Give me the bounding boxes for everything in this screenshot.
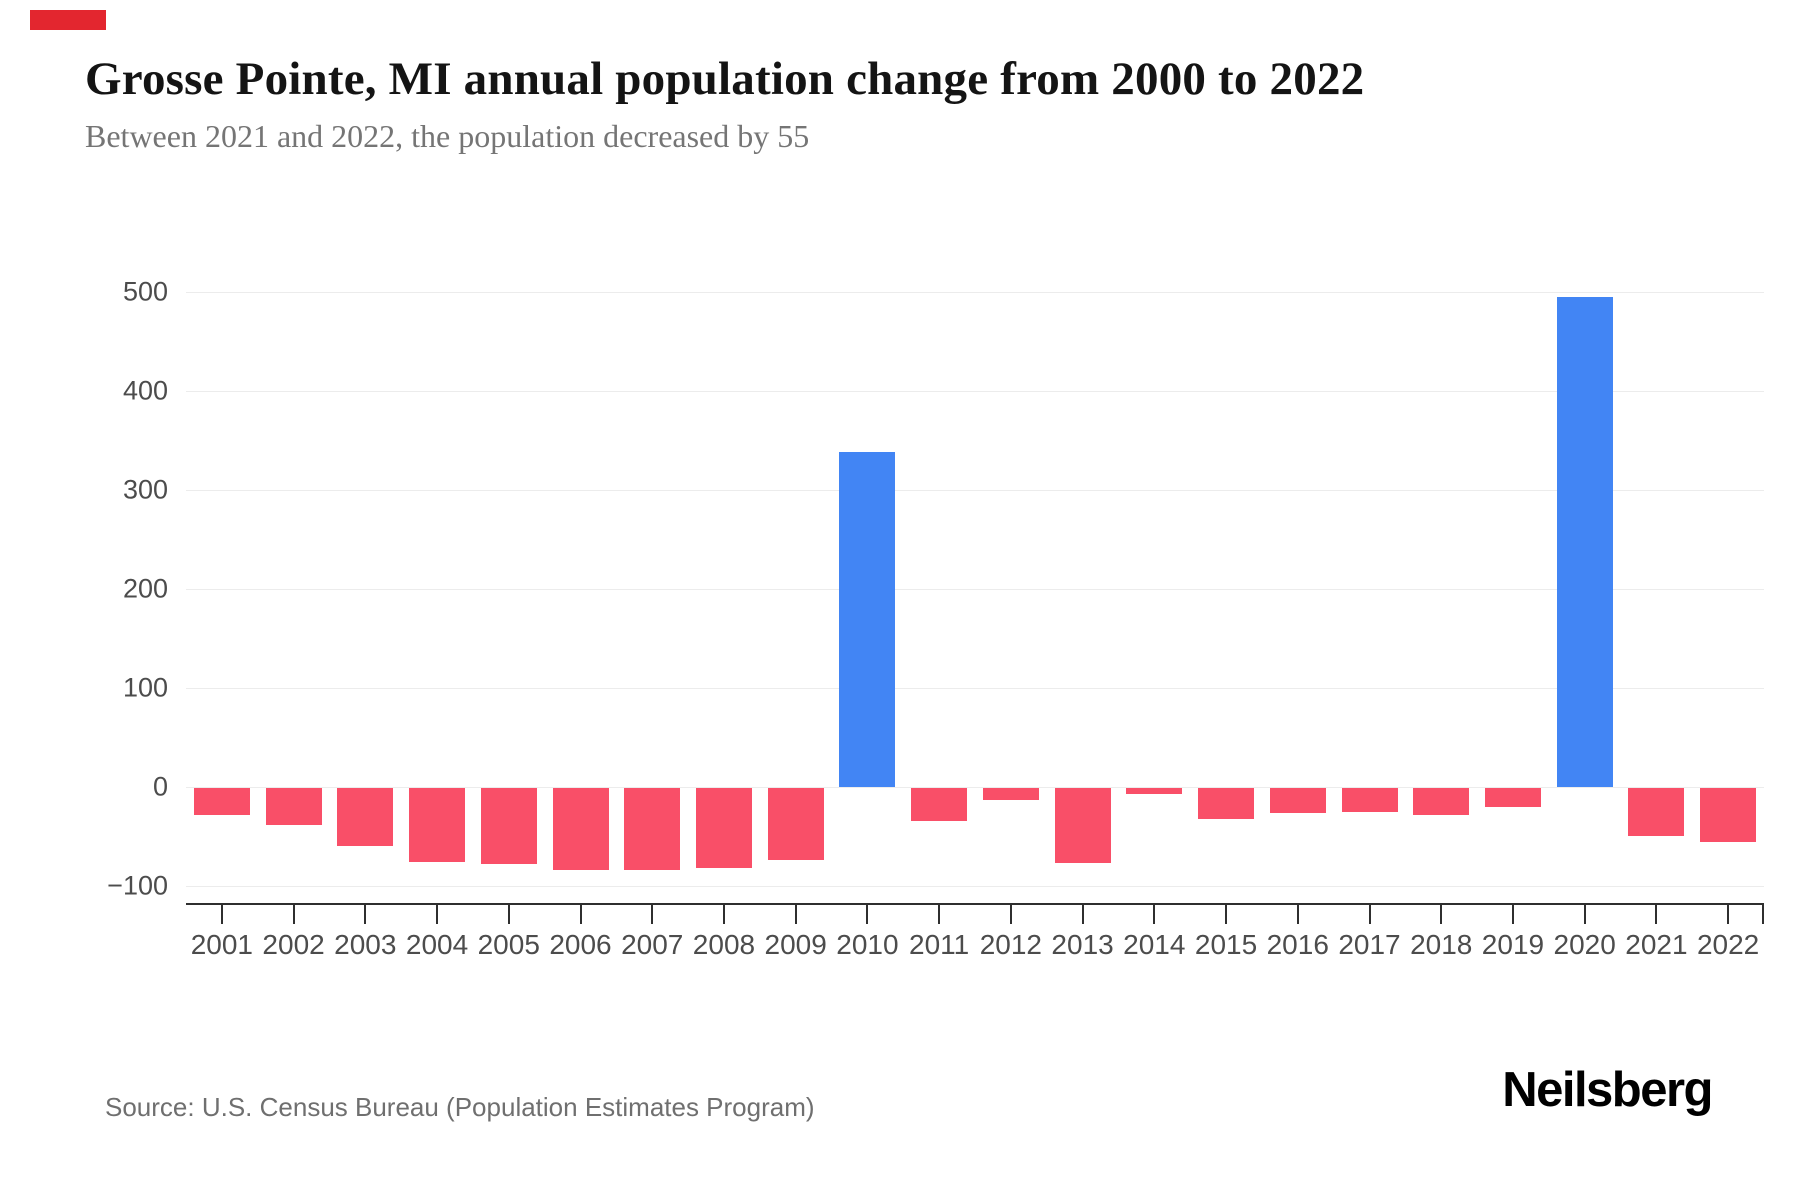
x-tick-2009	[794, 905, 797, 924]
bar-2010[interactable]	[839, 452, 896, 787]
x-tick-2005	[507, 905, 510, 924]
y-axis-label--100: −100	[107, 870, 168, 901]
x-axis-label-2003: 2003	[334, 929, 397, 960]
x-axis-label-2009: 2009	[764, 929, 827, 960]
gridline-y--100	[186, 886, 1764, 887]
x-axis-label-2017: 2017	[1338, 929, 1401, 960]
x-axis-line	[186, 903, 1764, 905]
x-axis-label-2004: 2004	[405, 929, 469, 960]
x-tick-2015	[1225, 905, 1228, 924]
x-axis-label-2020: 2020	[1553, 929, 1616, 960]
y-axis-label-100: 100	[122, 672, 168, 703]
y-axis-label-0: 0	[152, 771, 168, 802]
x-tick-2016	[1296, 905, 1299, 924]
x-axis-label-2013: 2013	[1051, 929, 1114, 960]
x-axis-label-2010: 2010	[836, 929, 899, 960]
gridline-y-200	[186, 589, 1764, 590]
bar-2015[interactable]	[1198, 788, 1255, 819]
bar-2013[interactable]	[1054, 788, 1111, 864]
x-tick-2010	[866, 905, 869, 924]
bar-2011[interactable]	[911, 788, 968, 821]
x-axis-label-2006: 2006	[549, 929, 612, 960]
x-axis-label-2012: 2012	[979, 929, 1042, 960]
bar-2008[interactable]	[695, 788, 752, 869]
bar-2004[interactable]	[409, 788, 466, 863]
x-tick-2021	[1655, 905, 1658, 924]
x-tick-2003	[364, 905, 367, 924]
x-tick-2008	[722, 905, 725, 924]
x-axis-label-2021: 2021	[1625, 929, 1688, 960]
x-tick-2002	[292, 905, 295, 924]
x-axis-label-2007: 2007	[621, 929, 684, 960]
bar-2005[interactable]	[480, 788, 537, 865]
neilsberg-logo: Neilsberg	[1502, 1063, 1713, 1117]
x-axis-label-2018: 2018	[1410, 929, 1473, 960]
gridline-y-0	[186, 787, 1764, 788]
x-tick-2001	[220, 905, 223, 924]
chart-subtitle: Between 2021 and 2022, the population de…	[85, 118, 810, 154]
x-axis-label-2008: 2008	[692, 929, 756, 960]
x-tick-2004	[436, 905, 439, 924]
bar-2017[interactable]	[1341, 788, 1398, 812]
bar-2021[interactable]	[1628, 788, 1685, 836]
source-note: Source: U.S. Census Bureau (Population E…	[105, 1092, 815, 1122]
x-axis-label-2015: 2015	[1194, 929, 1258, 960]
y-axis-label-400: 400	[122, 375, 168, 406]
x-axis-label-2022: 2022	[1696, 929, 1760, 960]
x-tick-2017	[1368, 905, 1371, 924]
x-tick-2018	[1440, 905, 1443, 924]
gridline-y-300	[186, 490, 1764, 491]
bar-2014[interactable]	[1126, 788, 1183, 794]
x-tick-2012	[1009, 905, 1012, 924]
brand-accent-mark	[30, 10, 106, 30]
bar-2020[interactable]	[1556, 296, 1613, 787]
x-axis-label-2011: 2011	[909, 929, 970, 960]
bar-2007[interactable]	[624, 788, 681, 871]
x-axis-label-2001: 2001	[190, 929, 253, 960]
x-tick-end	[1762, 905, 1764, 924]
x-tick-2022	[1727, 905, 1730, 924]
gridline-y-500	[186, 292, 1764, 293]
bar-2001[interactable]	[193, 788, 250, 815]
bar-2022[interactable]	[1700, 788, 1757, 843]
x-axis-label-2005: 2005	[477, 929, 540, 960]
x-tick-2013	[1081, 905, 1084, 924]
x-tick-2006	[579, 905, 582, 924]
y-axis-label-200: 200	[122, 573, 168, 604]
x-axis-label-2019: 2019	[1481, 929, 1545, 960]
bar-2016[interactable]	[1269, 788, 1326, 813]
x-tick-2014	[1153, 905, 1156, 924]
x-tick-2019	[1511, 905, 1514, 924]
bar-2003[interactable]	[337, 788, 394, 847]
bar-2018[interactable]	[1413, 788, 1470, 815]
x-axis-label-2002: 2002	[262, 929, 325, 960]
y-axis-label-300: 300	[122, 474, 168, 505]
x-tick-2007	[651, 905, 654, 924]
x-tick-2011	[938, 905, 941, 924]
x-tick-2020	[1583, 905, 1586, 924]
bar-2019[interactable]	[1484, 788, 1541, 807]
x-axis-label-2014: 2014	[1123, 929, 1186, 960]
y-axis-label-500: 500	[122, 276, 168, 307]
bar-2009[interactable]	[767, 788, 824, 861]
x-axis-label-2016: 2016	[1266, 929, 1329, 960]
bar-2012[interactable]	[982, 788, 1039, 800]
gridline-y-100	[186, 688, 1764, 689]
bar-2006[interactable]	[552, 788, 609, 871]
bar-2002[interactable]	[265, 788, 322, 825]
gridline-y-400	[186, 391, 1764, 392]
chart-title: Grosse Pointe, MI annual population chan…	[85, 53, 1365, 105]
